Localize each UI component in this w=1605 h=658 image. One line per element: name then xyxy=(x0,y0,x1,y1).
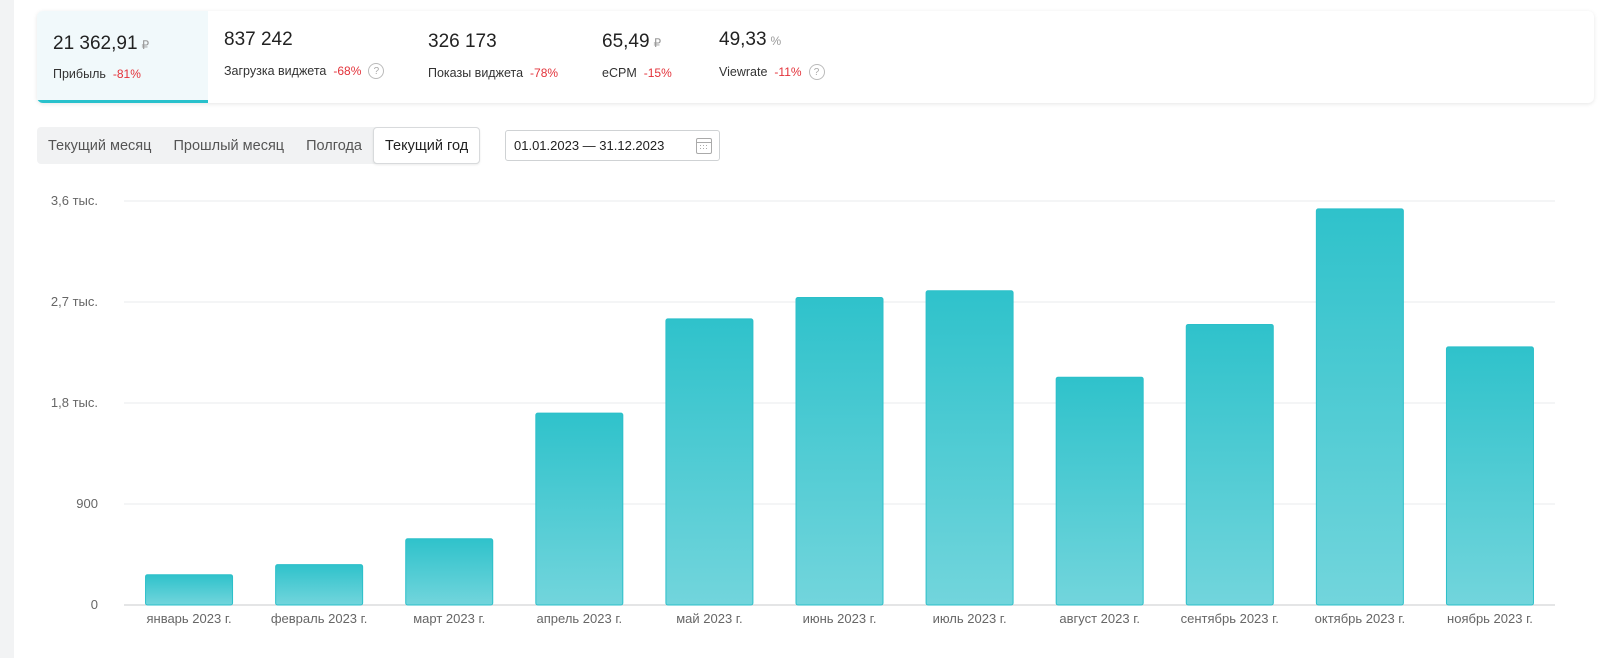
stat-label: Прибыль -81% xyxy=(53,67,141,81)
bar[interactable] xyxy=(535,412,624,606)
bar[interactable] xyxy=(795,297,884,606)
x-tick-label: август 2023 г. xyxy=(1059,611,1140,626)
x-tick-label: октябрь 2023 г. xyxy=(1315,611,1405,626)
stat-value: 837 242 xyxy=(224,29,293,50)
date-range-input[interactable]: 01.01.2023 — 31.12.2023 xyxy=(505,130,720,161)
y-tick-label: 0 xyxy=(91,597,98,612)
stat-ecpm[interactable]: 65,49 ₽ eCPM -15% xyxy=(593,11,713,103)
x-tick-label: ноябрь 2023 г. xyxy=(1447,611,1533,626)
x-tick-label: июль 2023 г. xyxy=(933,611,1007,626)
y-tick-label: 1,8 тыс. xyxy=(51,395,98,410)
stat-value: 49,33% xyxy=(719,29,782,50)
period-current-month[interactable]: Текущий месяц xyxy=(48,137,152,154)
stat-value: 65,49 ₽ xyxy=(602,31,662,52)
bar[interactable] xyxy=(1445,346,1534,606)
help-icon[interactable]: ? xyxy=(808,64,825,80)
x-tick-label: июнь 2023 г. xyxy=(803,611,877,626)
x-tick-label: январь 2023 г. xyxy=(146,611,231,626)
stat-unit: ₽ xyxy=(653,36,662,50)
bar[interactable] xyxy=(1185,323,1274,606)
x-tick-label: сентябрь 2023 г. xyxy=(1181,611,1279,626)
bar[interactable] xyxy=(1055,376,1144,606)
profit-bar-chart: 0 900 1,8 тыс. 2,7 тыс. 3,6 тыс. январь 2023 … xyxy=(0,180,1605,658)
stat-label: Показы виджета -78% xyxy=(428,66,559,80)
bar[interactable] xyxy=(145,574,234,606)
x-tick-label: март 2023 г. xyxy=(413,611,485,626)
stat-change: -81% xyxy=(112,67,141,81)
stat-widget-impressions[interactable]: 326 173 Показы виджета -78% xyxy=(418,11,593,103)
chart-svg: 0 900 1,8 тыс. 2,7 тыс. 3,6 тыс. январь 2023 … xyxy=(51,193,1555,626)
stat-change: -15% xyxy=(643,66,672,80)
help-icon[interactable]: ? xyxy=(368,63,385,79)
bar[interactable] xyxy=(405,538,494,606)
period-half-year[interactable]: Полгода xyxy=(306,137,362,154)
date-range-value: 01.01.2023 — 31.12.2023 xyxy=(514,138,665,153)
x-tick-label: февраль 2023 г. xyxy=(271,611,368,626)
left-sidebar-strip xyxy=(0,0,14,658)
y-tick-label: 3,6 тыс. xyxy=(51,193,98,208)
stat-viewrate[interactable]: 49,33% Viewrate -11%? xyxy=(713,11,873,103)
y-tick-label: 2,7 тыс. xyxy=(51,294,98,309)
calendar-icon[interactable] xyxy=(696,138,712,154)
stat-value: 326 173 xyxy=(428,31,497,52)
x-tick-label: май 2023 г. xyxy=(676,611,742,626)
bar[interactable] xyxy=(275,564,364,606)
stat-change: -68% xyxy=(333,64,362,78)
stat-label: Загрузка виджета -68%? xyxy=(224,63,385,79)
bar[interactable] xyxy=(1315,208,1404,606)
stat-label: Viewrate -11%? xyxy=(719,64,825,80)
stat-unit: % xyxy=(770,34,782,48)
stat-label: eCPM -15% xyxy=(602,66,672,80)
stat-unit: ₽ xyxy=(141,38,150,52)
stat-change: -11% xyxy=(774,65,802,79)
stats-card: 21 362,91 ₽ Прибыль -81% 837 242 Загрузка … xyxy=(37,11,1594,103)
period-selector: Текущий месяц Прошлый месяц Полгода Теку… xyxy=(37,127,481,164)
stat-value: 21 362,91 ₽ xyxy=(53,33,150,54)
period-current-year[interactable]: Текущий год xyxy=(372,127,481,164)
x-tick-label: апрель 2023 г. xyxy=(537,611,623,626)
stat-profit[interactable]: 21 362,91 ₽ Прибыль -81% xyxy=(37,11,208,103)
stat-widget-loads[interactable]: 837 242 Загрузка виджета -68%? xyxy=(208,11,418,103)
period-last-month[interactable]: Прошлый месяц xyxy=(173,137,285,154)
stat-change: -78% xyxy=(530,66,559,80)
y-tick-label: 900 xyxy=(76,496,98,511)
bar[interactable] xyxy=(665,318,754,606)
bar[interactable] xyxy=(925,290,1014,606)
